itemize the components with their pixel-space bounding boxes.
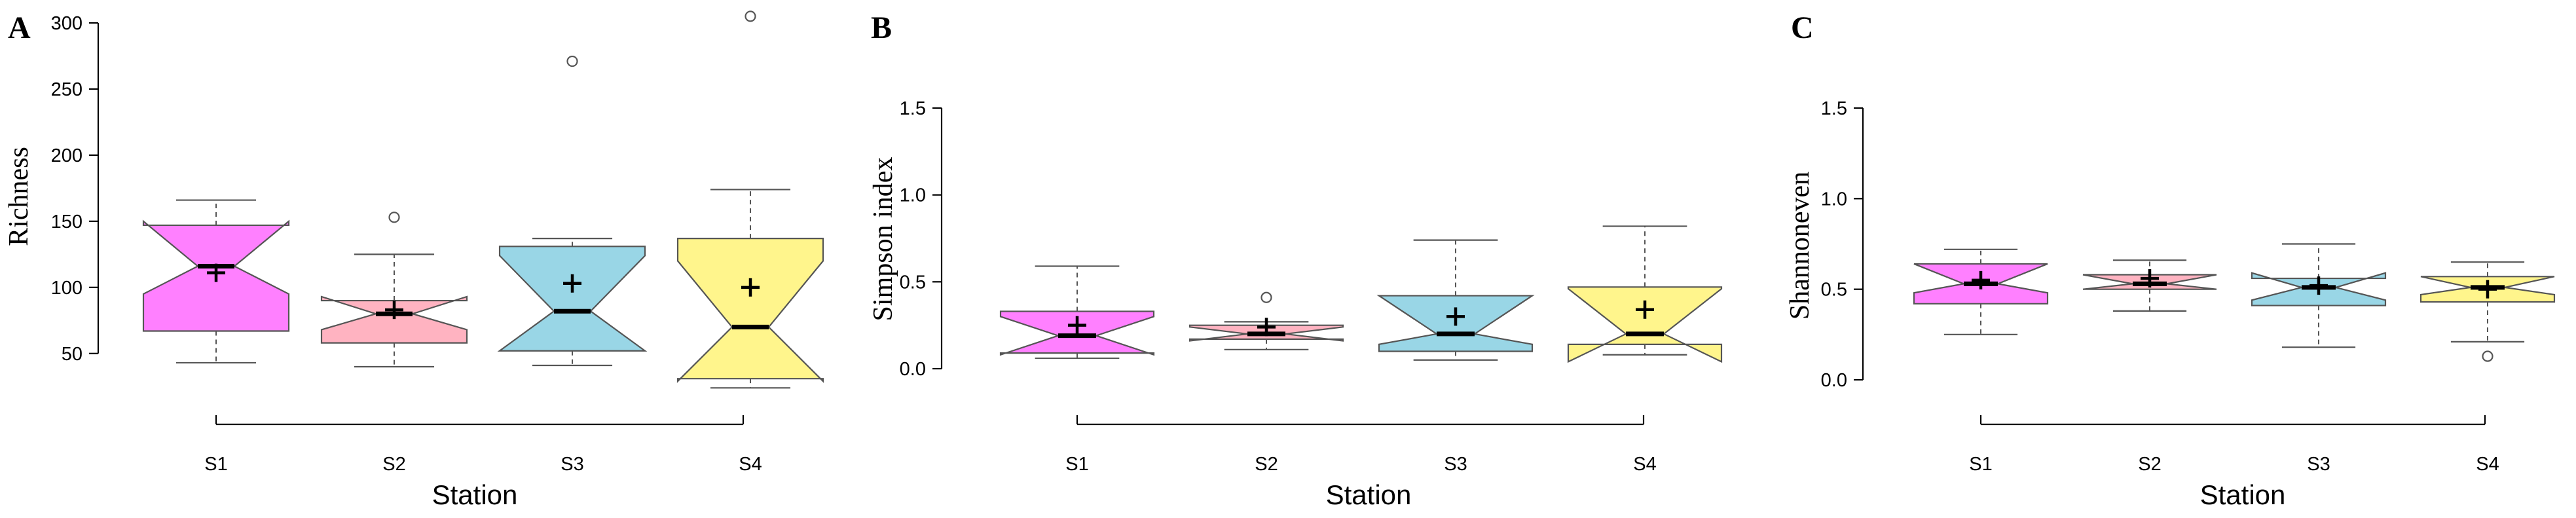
x-tick-label: S4 <box>1633 454 1656 475</box>
box-S2 <box>320 212 468 368</box>
box-S3 <box>497 55 648 367</box>
y-tick-label: 150 <box>51 212 83 232</box>
box-S1 <box>142 199 290 364</box>
x-tick-label: S3 <box>1444 454 1467 475</box>
mean-marker <box>385 301 403 320</box>
y-tick-label: 0.5 <box>900 272 926 293</box>
x-tick-label: S1 <box>1969 454 1992 475</box>
box-body <box>497 246 648 352</box>
y-axis-title: Simpson index <box>868 157 898 322</box>
box-S1 <box>999 265 1155 360</box>
box-S4 <box>676 10 824 389</box>
x-tick-label: S2 <box>2138 454 2161 475</box>
panel-letter: C <box>1791 10 1814 45</box>
y-axis-title: Richness <box>4 147 34 246</box>
box-S1 <box>1913 248 2049 335</box>
x-axis-title: Station <box>432 479 518 510</box>
y-axis-title: Shannoneven <box>1785 172 1815 320</box>
y-tick-label: 200 <box>51 145 83 166</box>
y-tick-label: 50 <box>62 344 83 365</box>
box-S4 <box>1567 225 1723 363</box>
x-axis-title: Station <box>2200 479 2286 510</box>
box-S3 <box>2251 243 2387 348</box>
mean-marker <box>1068 316 1086 335</box>
x-tick-label: S2 <box>382 454 405 475</box>
box-S2 <box>2082 259 2217 312</box>
y-tick-label: 1.5 <box>900 98 926 119</box>
mean-marker <box>2478 280 2497 299</box>
panel-B: B 0.0 0.5 1.0 1.5 Simpson index S1 S2 S3 S4 Statio… <box>868 10 1723 510</box>
y-tick-label: 0.0 <box>1821 370 1847 391</box>
y-tick-label: 250 <box>51 79 83 100</box>
panel-C: C 0.0 0.5 1.0 1.5 Shannoneven S1 S2 S3 S4 Station <box>1785 10 2556 510</box>
y-tick-label: 0.0 <box>900 359 926 380</box>
mean-marker <box>563 274 581 293</box>
y-tick-label: 1.0 <box>1821 189 1847 210</box>
mean-marker <box>1257 318 1276 337</box>
mean-marker <box>2141 269 2159 288</box>
x-tick-label: S2 <box>1255 454 1278 475</box>
x-tick-label: S4 <box>2476 454 2499 475</box>
panel-letter: B <box>871 10 892 45</box>
outlier-point <box>566 55 578 67</box>
x-axis-title: Station <box>1326 479 1412 510</box>
mean-marker <box>2309 276 2328 295</box>
mean-marker <box>1446 307 1465 326</box>
panel-A: A 50 100 150 200 250 300 Richness S1 S2 S3 S4 Statio… <box>4 10 824 510</box>
mean-marker <box>741 278 760 297</box>
box-S3 <box>1376 239 1535 361</box>
box-S4 <box>2420 261 2556 362</box>
x-tick-label: S3 <box>2307 454 2330 475</box>
outlier-point <box>388 212 400 223</box>
mean-marker <box>207 263 225 282</box>
y-tick-label: 100 <box>51 278 83 299</box>
y-tick-label: 300 <box>51 13 83 34</box>
box-body <box>320 295 468 344</box>
y-tick-label: 0.5 <box>1821 280 1847 301</box>
x-tick-label: S4 <box>739 454 762 475</box>
box-body <box>676 238 824 383</box>
y-tick-label: 1.0 <box>900 185 926 206</box>
x-tick-label: S1 <box>1065 454 1088 475</box>
panel-letter: A <box>8 10 31 45</box>
x-tick-label: S1 <box>204 454 227 475</box>
x-tick-label: S3 <box>561 454 583 475</box>
outlier-point <box>1260 291 1272 303</box>
box-S2 <box>1188 291 1344 350</box>
mean-marker <box>1636 300 1654 319</box>
mean-marker <box>1972 270 1990 289</box>
outlier-point <box>2482 350 2493 362</box>
box-body <box>1567 286 1723 363</box>
y-tick-label: 1.5 <box>1821 98 1847 119</box>
outlier-point <box>745 10 756 22</box>
